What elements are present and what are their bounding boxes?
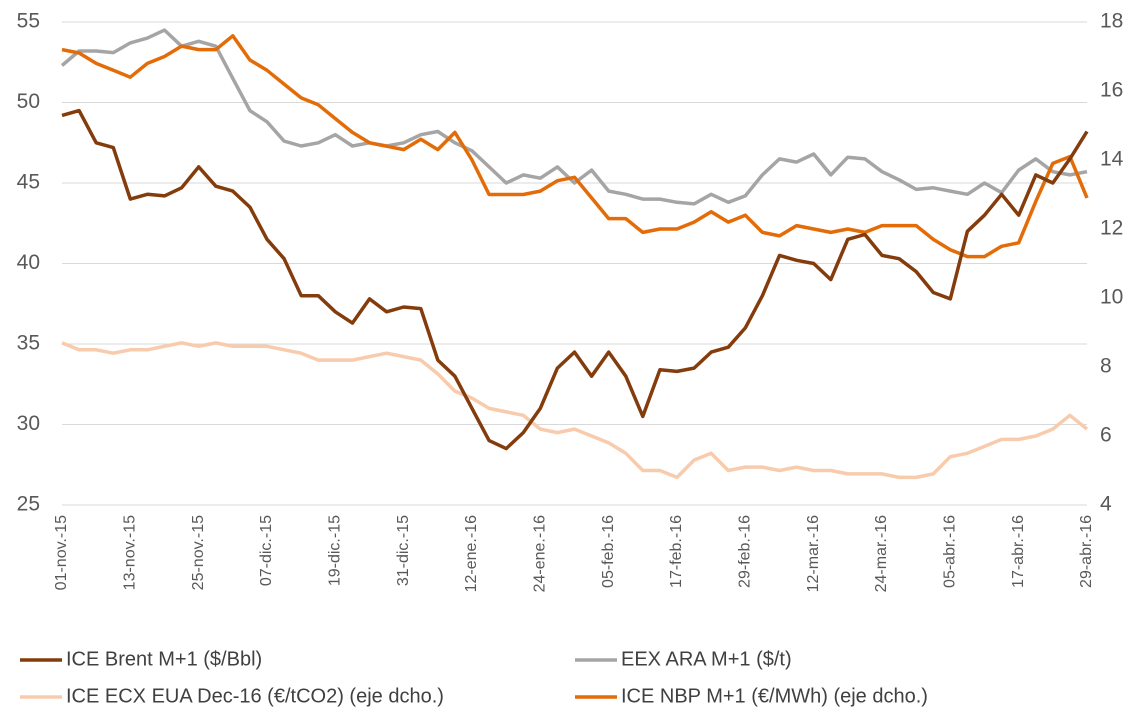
x-tick-label: 25-nov.-15 <box>190 515 207 590</box>
x-tick-label: 17-feb.-16 <box>668 515 685 588</box>
y-tick-label: 25 <box>17 493 40 516</box>
y-tick-label: 35 <box>17 332 40 355</box>
series-line <box>61 341 1089 480</box>
series-line <box>61 108 1089 451</box>
x-tick-label: 13-nov.-15 <box>122 515 139 590</box>
x-tick-label: 29-abr.-16 <box>1078 515 1095 588</box>
y2-tick-label: 14 <box>1100 148 1124 171</box>
x-tick-label: 12-ene.-16 <box>463 515 480 592</box>
y2-tick-label: 6 <box>1100 424 1112 447</box>
x-tick-label: 07-dic.-15 <box>258 515 275 586</box>
x-tick-label: 19-dic.-15 <box>327 515 344 586</box>
x-tick-label: 29-feb.-16 <box>737 515 754 588</box>
x-tick-label: 17-abr.-16 <box>1010 515 1027 588</box>
x-tick-label: 12-mar.-16 <box>805 515 822 592</box>
legend-label: ICE NBP M+1 (€/MWh) (eje dcho.) <box>621 685 928 707</box>
y-tick-label: 30 <box>17 412 40 435</box>
series-line <box>60 28 1088 206</box>
y2-tick-label: 4 <box>1100 493 1112 516</box>
x-tick-label: 01-nov.-15 <box>53 515 70 590</box>
y-tick-label: 40 <box>17 251 40 274</box>
legend-label: ICE Brent M+1 ($/Bbl) <box>66 648 262 670</box>
x-tick-label: 05-feb.-16 <box>600 515 617 588</box>
series-line <box>61 34 1089 259</box>
x-tick-label: 24-ene.-16 <box>532 515 549 592</box>
y2-tick-label: 8 <box>1100 355 1112 378</box>
y2-tick-label: 16 <box>1100 79 1123 102</box>
y2-tick-label: 12 <box>1100 217 1123 240</box>
legend-label: ICE ECX EUA Dec-16 (€/tCO2) (eje dcho.) <box>66 685 444 707</box>
y2-tick-label: 10 <box>1100 286 1123 309</box>
x-tick-label: 05-abr.-16 <box>942 515 959 588</box>
x-tick-label: 24-mar.-16 <box>873 515 890 592</box>
y-tick-label: 55 <box>17 10 40 33</box>
legend-label: EEX ARA M+1 ($/t) <box>621 648 792 670</box>
x-tick-label: 31-dic.-15 <box>395 515 412 586</box>
y2-tick-label: 18 <box>1100 10 1123 33</box>
y-tick-label: 50 <box>17 90 40 113</box>
y-tick-label: 45 <box>17 171 40 194</box>
